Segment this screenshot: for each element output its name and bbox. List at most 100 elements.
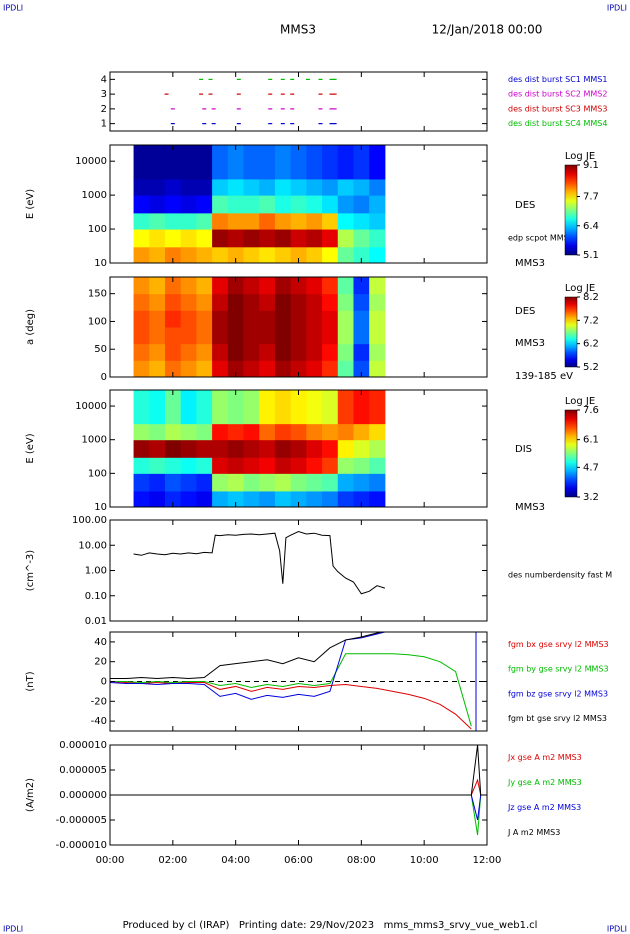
heat-cell <box>164 423 182 441</box>
heat-cell <box>337 178 354 196</box>
legend-entry: Jx gse A m2 MMS3 <box>507 753 582 762</box>
heat-cell <box>149 277 166 295</box>
heat-cell <box>196 277 213 295</box>
colorbar-tick-label: 7.2 <box>583 315 599 326</box>
heat-cell <box>322 423 339 441</box>
heat-cell <box>306 457 323 474</box>
heat-cell <box>322 490 339 507</box>
heat-cell <box>369 310 386 328</box>
y-tick-label: -40 <box>91 716 107 727</box>
heat-cell <box>133 457 150 474</box>
heat-cell <box>353 145 370 180</box>
heat-cell <box>274 212 292 230</box>
panel <box>109 389 488 508</box>
heat-cell <box>322 360 339 377</box>
heat-cell <box>369 423 386 441</box>
heat-cell <box>212 327 229 345</box>
heat-cell <box>369 439 386 458</box>
heat-cell <box>180 423 197 441</box>
heat-cell <box>306 246 323 263</box>
heat-cell <box>243 360 260 377</box>
heat-cell <box>306 390 323 425</box>
heat-cell <box>337 423 354 441</box>
plot-area <box>110 632 487 730</box>
heat-cell <box>243 473 260 492</box>
y-axis-label: (cm^-3) <box>25 550 36 591</box>
heat-cell <box>274 457 292 474</box>
heat-cell <box>353 327 370 345</box>
heat-cell <box>196 178 213 196</box>
heat-cell <box>274 195 292 214</box>
y-tick-label: 0.10 <box>85 591 107 602</box>
heat-cell <box>149 195 166 214</box>
heat-cell <box>180 246 197 263</box>
heat-cell <box>322 457 339 474</box>
heat-cell <box>133 229 150 248</box>
colorbar-label: Log JE <box>565 151 595 162</box>
annotation: MMS3 <box>515 258 545 269</box>
heat-cell <box>322 246 339 263</box>
heat-cell <box>164 229 182 248</box>
heat-cell <box>290 246 307 263</box>
y-tick-label: 100 <box>88 316 107 327</box>
heat-cell <box>259 423 276 441</box>
heat-cell <box>164 490 182 507</box>
colorbar <box>564 164 578 256</box>
heat-cell <box>306 360 323 377</box>
heat-cell <box>133 212 150 230</box>
colorbar-tick-label: 5.2 <box>583 362 599 373</box>
heat-cell <box>259 277 276 295</box>
legend-entry: Jz gse A m2 MMS3 <box>507 803 581 812</box>
heat-cell <box>133 473 150 492</box>
heat-cell <box>149 178 166 196</box>
heat-cell <box>243 310 260 328</box>
heat-cell <box>259 293 276 311</box>
x-tick-label: 02:00 <box>158 855 187 866</box>
legend-entry: Jy gse A m2 MMS3 <box>507 778 582 787</box>
heat-cell <box>149 246 166 263</box>
legend-entry: des dist burst SC2 MMS2 <box>508 90 607 99</box>
heat-cell <box>227 229 245 248</box>
heat-cell <box>337 457 354 474</box>
heat-cell <box>259 390 276 425</box>
heat-cell <box>164 457 182 474</box>
plot-area <box>133 390 386 507</box>
heat-cell <box>369 277 386 295</box>
heat-cell <box>290 195 307 214</box>
heat-cell <box>212 457 229 474</box>
colorbar <box>564 296 578 368</box>
heat-cell <box>259 457 276 474</box>
heat-cell <box>369 360 386 377</box>
heat-cell <box>322 390 339 425</box>
annotation: 139-185 eV <box>515 371 573 382</box>
heat-cell <box>196 246 213 263</box>
heat-cell <box>337 390 354 425</box>
y-tick-label: 50 <box>94 344 107 355</box>
heat-cell <box>290 145 307 180</box>
heat-cell <box>180 343 197 361</box>
heat-cell <box>227 212 245 230</box>
heat-cell <box>133 310 150 328</box>
heat-cell <box>180 293 197 311</box>
heat-cell <box>164 473 182 492</box>
heat-cell <box>306 293 323 311</box>
heat-cell <box>274 246 292 263</box>
heat-cell <box>212 390 229 425</box>
y-tick-label: 3 <box>101 89 107 100</box>
heat-cell <box>290 277 307 295</box>
y-tick-label: 0 <box>101 372 107 383</box>
heat-cell <box>227 178 245 196</box>
heat-cell <box>243 178 260 196</box>
heat-cell <box>369 390 386 425</box>
heat-cell <box>180 490 197 507</box>
annotation: DIS <box>515 444 532 455</box>
date: 12/Jan/2018 00:00 <box>432 23 543 37</box>
heat-cell <box>243 390 260 425</box>
heat-cell <box>243 327 260 345</box>
heat-cell <box>212 277 229 295</box>
heat-cell <box>180 145 197 180</box>
plot-area <box>133 277 386 377</box>
heat-cell <box>164 145 182 180</box>
heat-cell <box>290 457 307 474</box>
colorbar-tick-label: 5.1 <box>583 250 599 261</box>
